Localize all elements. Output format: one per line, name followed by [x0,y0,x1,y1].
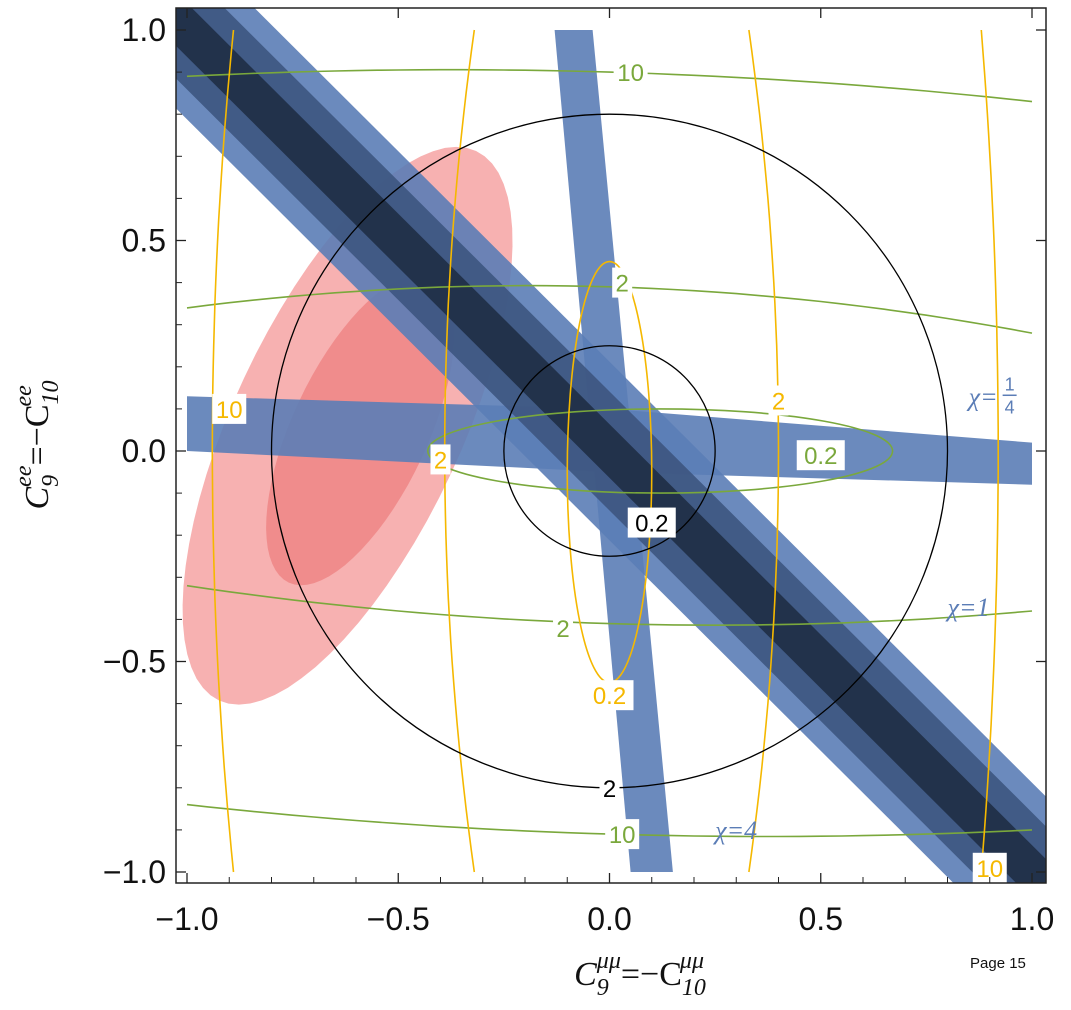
black-contour-label-0-bg [599,772,620,803]
x-tick-label-0: −1.0 [155,901,218,937]
green-contour-layer [186,68,1033,838]
chi-label-0-numerator: 1 [1005,374,1015,394]
green-contour-10-top [186,68,1033,103]
x-axis-label: C9μμ=−C10μμ [574,948,706,1001]
tick-layer: −1.0 −0.5 0.0 0.5 1.0 −1.0 −0.5 0.0 0.5 1.0 [103,8,1054,937]
green-contour-0.2 [427,408,894,494]
y-tick-label-1: −0.5 [103,644,166,680]
blue-diagonal-band-inner [176,8,1046,883]
green-contour-label-0-bg [613,57,648,88]
orange-contour-label-1: 2 [434,447,447,474]
x-tick-label-4: 1.0 [1010,901,1054,937]
orange-contour-label-2: 2 [772,388,785,415]
y-tick-label-2: 0.0 [122,433,166,469]
x-tick-label-1: −0.5 [367,901,430,937]
green-contour-2-bottom [186,584,1033,627]
black-contour-label-0: 2 [603,776,616,803]
orange-contour-2-right [748,29,780,873]
orange-contour-label-0: 10 [216,397,243,424]
green-contour-label-4-bg [605,819,640,850]
orange-contour-label-2-bg [768,385,789,416]
orange-contour-10-left [211,29,235,873]
black-contour-label-1-bg [627,507,676,538]
chi-label-2: χ=4 [712,816,757,845]
y-tick-label-3: 0.5 [122,223,166,259]
green-contour-label-1: 2 [615,271,628,298]
green-contour-label-0: 10 [617,60,644,87]
chi-label-0: χ= [966,382,998,411]
chi-label-1: χ=1 [945,593,990,622]
chi-label-0-denominator: 4 [1005,397,1015,417]
x-tick-label-2: 0.0 [587,901,631,937]
y-tick-label-0: −1.0 [103,854,166,890]
orange-contour-label-1-bg [430,444,451,475]
green-contour-2-top [186,284,1033,334]
orange-contour-label-3: 0.2 [593,683,626,710]
green-contour-label-4: 10 [609,822,636,849]
orange-contour-10-right [980,29,1000,873]
black-contour-circle-1 [503,345,716,557]
green-contour-label-2-bg [796,440,845,471]
page-number: Page 15 [970,955,1026,972]
black-contour-label-1: 0.2 [635,511,668,538]
blue-band-layer [176,8,1046,883]
y-tick-label-4: 1.0 [122,12,166,48]
plot-frame [175,7,1047,884]
green-contour-label-3: 2 [556,616,569,643]
y-axis-label: C9ee=−C10ee [11,380,64,509]
green-contour-label-3-bg [553,612,574,643]
orange-contour-label-3-bg [585,680,634,711]
x-tick-label-3: 0.5 [799,901,843,937]
orange-contour-label-0-bg [212,393,247,424]
green-contour-label-1-bg [612,267,633,298]
green-contour-label-2: 0.2 [804,443,837,470]
